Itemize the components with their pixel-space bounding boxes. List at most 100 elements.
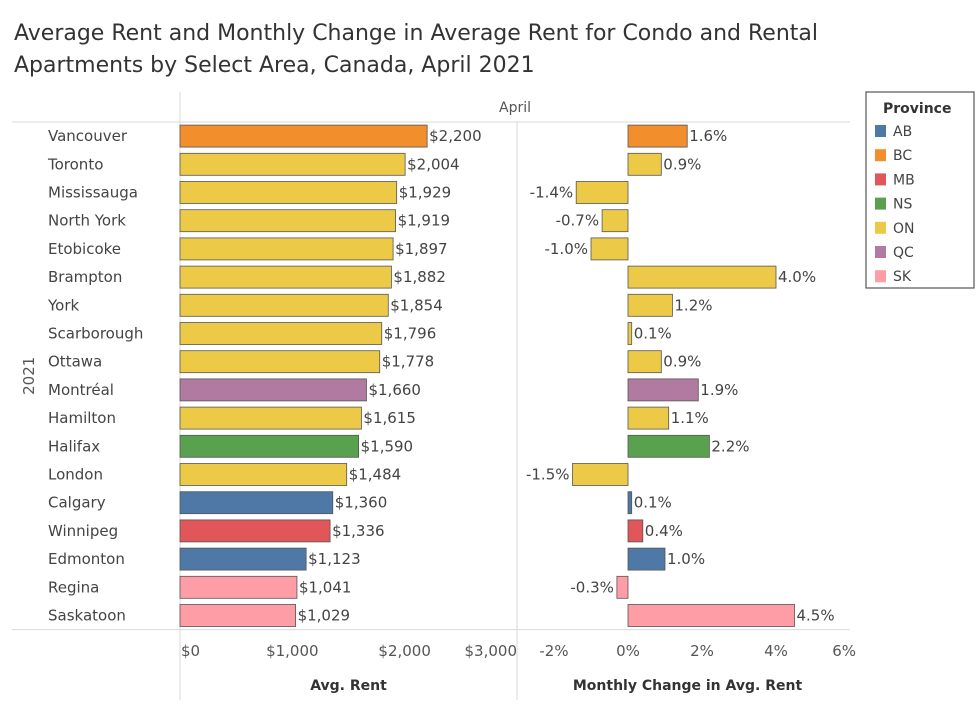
change-bar-vancouver <box>627 124 688 148</box>
x-tick-rent-0: $0 <box>181 642 200 660</box>
change-label-winnipeg: 0.4% <box>645 522 683 540</box>
rent-label-calgary: $1,360 <box>335 494 388 512</box>
change-bar-halifax <box>627 434 710 458</box>
rent-bar-saskatoon <box>179 604 296 627</box>
rent-bar-winnipeg <box>179 519 331 543</box>
rent-label-scarborough: $1,796 <box>384 325 437 343</box>
change-label-mississauga: -1.4% <box>530 184 574 202</box>
rent-bar-montr-al <box>179 378 367 402</box>
change-label-montr-al: 1.9% <box>700 381 738 399</box>
rent-bar-hamilton <box>179 406 362 430</box>
change-bar-winnipeg <box>627 519 644 543</box>
change-label-etobicoke: -1.0% <box>544 240 588 258</box>
change-bar-brampton <box>627 265 777 289</box>
rent-bar-north-york <box>179 209 396 233</box>
category-label-hamilton: Hamilton <box>48 409 116 427</box>
rent-label-hamilton: $1,615 <box>363 409 416 427</box>
change-bar-etobicoke <box>590 237 629 261</box>
change-bar-hamilton <box>627 406 670 430</box>
legend-box <box>865 91 975 289</box>
legend-label-ab: AB <box>893 124 912 140</box>
category-label-north-york: North York <box>48 212 126 230</box>
rent-label-halifax: $1,590 <box>361 437 414 455</box>
rent-bar-edmonton <box>179 547 307 571</box>
rent-label-mississauga: $1,929 <box>399 184 452 202</box>
category-label-ottawa: Ottawa <box>48 353 102 371</box>
category-label-toronto: Toronto <box>47 155 103 173</box>
change-bar-york <box>627 293 673 317</box>
category-label-scarborough: Scarborough <box>48 325 143 343</box>
change-label-brampton: 4.0% <box>778 268 816 286</box>
change-label-edmonton: 1.0% <box>667 550 705 568</box>
legend-swatch-on <box>875 221 886 234</box>
change-label-halifax: 2.2% <box>711 437 749 455</box>
rent-bar-etobicoke <box>179 237 394 261</box>
change-bar-calgary <box>627 491 633 515</box>
category-label-calgary: Calgary <box>48 494 106 512</box>
legend-label-mb: MB <box>893 172 915 188</box>
category-label-brampton: Brampton <box>48 268 122 286</box>
legend-swatch-ns <box>875 197 886 210</box>
legend-swatch-mb <box>875 173 886 186</box>
x-tick-change-1: 0% <box>616 642 640 660</box>
category-label-edmonton: Edmonton <box>48 550 125 568</box>
change-label-london: -1.5% <box>526 466 570 484</box>
x-tick-rent-3: $3,000 <box>465 642 518 660</box>
legend-swatch-qc <box>875 246 886 258</box>
x-tick-change-2: 2% <box>690 642 714 660</box>
legend-label-ns: NS <box>893 197 912 213</box>
rent-bar-brampton <box>179 265 392 289</box>
legend-label-sk: SK <box>893 269 912 285</box>
category-label-etobicoke: Etobicoke <box>48 240 121 258</box>
change-bar-montr-al <box>627 378 699 402</box>
change-label-york: 1.2% <box>674 296 712 314</box>
change-label-hamilton: 1.1% <box>671 409 709 427</box>
category-label-montr-al: Montréal <box>48 381 114 399</box>
legend-label-qc: QC <box>893 245 914 261</box>
chart-title-line-2: Apartments by Select Area, Canada, April… <box>14 53 535 78</box>
legend-swatch-sk <box>875 270 886 283</box>
rent-label-edmonton: $1,123 <box>308 550 361 568</box>
column-header-april: April <box>499 100 531 116</box>
rows-group: Vancouver $2,200 1.6% Toronto $2,004 0.9% Miss… <box>47 124 835 627</box>
legend-label-on: ON <box>893 221 915 237</box>
rent-label-north-york: $1,919 <box>398 212 451 230</box>
x-axis-label-rent: Avg. Rent <box>310 678 387 694</box>
rent-label-winnipeg: $1,336 <box>332 522 385 540</box>
category-label-winnipeg: Winnipeg <box>48 522 118 540</box>
legend-swatch-bc <box>875 149 886 162</box>
change-bar-north-york <box>601 209 629 233</box>
category-label-regina: Regina <box>48 578 99 596</box>
rent-label-brampton: $1,882 <box>393 268 446 286</box>
rent-label-vancouver: $2,200 <box>429 127 482 145</box>
rent-label-saskatoon: $1,029 <box>298 607 351 625</box>
change-label-toronto: 0.9% <box>663 155 701 173</box>
category-label-london: London <box>48 466 103 484</box>
rent-label-etobicoke: $1,897 <box>395 240 448 258</box>
rent-bar-mississauga <box>179 181 398 204</box>
change-bar-toronto <box>627 152 662 176</box>
change-label-calgary: 0.1% <box>634 494 672 512</box>
rent-label-regina: $1,041 <box>299 578 352 596</box>
axes-group: $0 $1,000 $2,000 $3,000 -2% 0% 2% 4% 6% Avg. Rent… <box>181 642 856 694</box>
legend-label-bc: BC <box>893 148 912 164</box>
legend-title: Province <box>883 101 951 117</box>
row-group-label-year: 2021 <box>20 357 38 395</box>
rent-label-toronto: $2,004 <box>407 155 460 173</box>
rent-bar-calgary <box>179 491 334 515</box>
change-label-vancouver: 1.6% <box>689 127 727 145</box>
rent-label-montr-al: $1,660 <box>368 381 421 399</box>
change-label-saskatoon: 4.5% <box>797 607 835 625</box>
x-tick-rent-2: $2,000 <box>378 642 431 660</box>
rent-bar-vancouver <box>179 124 428 148</box>
x-tick-change-4: 6% <box>832 642 856 660</box>
x-tick-rent-1: $1,000 <box>266 642 319 660</box>
rent-bar-ottawa <box>179 350 381 374</box>
legend: Province AB BC MB NS ON QC SK <box>865 91 975 289</box>
category-label-halifax: Halifax <box>48 437 100 455</box>
chart-title: Average Rent and Monthly Change in Avera… <box>14 18 818 82</box>
legend-swatch-ab <box>875 125 886 137</box>
rent-label-ottawa: $1,778 <box>382 353 435 371</box>
change-bar-london <box>572 463 629 486</box>
